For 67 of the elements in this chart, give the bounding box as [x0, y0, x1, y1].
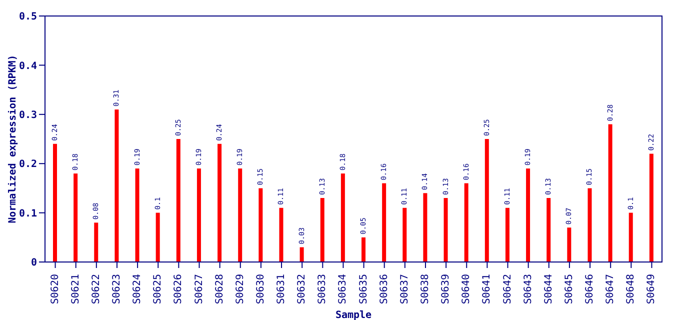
- x-tick-label: S0634: [338, 274, 349, 304]
- x-axis-title: Sample: [335, 310, 372, 320]
- x-tick-label: S0641: [482, 274, 493, 304]
- bar: [382, 183, 386, 262]
- x-tick-label: S0638: [420, 274, 431, 304]
- y-tick-label: 0.1: [18, 208, 37, 220]
- bar: [546, 198, 551, 262]
- x-tick-label: S0647: [605, 274, 616, 304]
- bar: [608, 124, 612, 262]
- x-tick-label: S0627: [194, 274, 205, 304]
- bar: [444, 198, 448, 262]
- y-tick-label: 0: [30, 258, 37, 269]
- x-tick-label: S0626: [173, 274, 184, 304]
- x-tick-label: S0631: [276, 274, 288, 304]
- y-tick-label: 0.5: [18, 12, 37, 23]
- y-tick-label: 0.2: [18, 159, 37, 170]
- x-tick-label: S0644: [543, 274, 554, 304]
- bar: [176, 139, 180, 262]
- bar: [135, 168, 140, 262]
- y-tick-label: 0.3: [18, 110, 37, 121]
- bar: [464, 183, 468, 262]
- x-tick-label: S0628: [214, 274, 226, 304]
- bar: [74, 173, 78, 262]
- bar: [340, 173, 345, 262]
- bar: [94, 222, 98, 262]
- bar: [484, 139, 489, 262]
- bar: [402, 208, 407, 262]
- bar: [156, 212, 160, 262]
- x-tick-label: S0625: [152, 274, 164, 304]
- bar: [567, 228, 572, 262]
- bar: [114, 109, 119, 262]
- bar: [279, 208, 284, 262]
- bar: [649, 154, 654, 262]
- bar: [526, 168, 530, 262]
- x-tick-label: S0629: [234, 274, 246, 304]
- x-tick-label: S0649: [646, 274, 658, 304]
- bar: [218, 144, 222, 262]
- x-tick-label: S0642: [502, 274, 514, 304]
- bar: [300, 247, 304, 262]
- x-tick-label: S0643: [522, 274, 534, 304]
- bar: [238, 168, 242, 262]
- bar: [505, 208, 510, 262]
- x-tick-label: S0636: [378, 274, 390, 304]
- x-tick-label: S0630: [255, 274, 266, 304]
- bar: [53, 144, 57, 262]
- x-tick-label: S0632: [296, 274, 308, 304]
- x-tick-label: S0624: [132, 274, 144, 304]
- x-tick-label: S0637: [399, 274, 410, 304]
- bar: [628, 212, 633, 262]
- bar: [588, 188, 592, 262]
- x-tick-label: S0646: [584, 274, 596, 304]
- bar: [196, 168, 201, 262]
- x-tick-label: S0645: [564, 274, 575, 304]
- x-tick-label: S0648: [626, 274, 637, 304]
- y-tick-label: 0.4: [18, 60, 37, 72]
- x-tick-label: S0621: [70, 274, 82, 304]
- bar: [362, 237, 366, 262]
- bar: [320, 198, 324, 262]
- bar: [258, 188, 263, 262]
- x-tick-label: S0635: [358, 274, 370, 304]
- x-tick-label: S0633: [317, 274, 328, 304]
- x-tick-label: S0639: [440, 274, 452, 304]
- x-tick-label: S0622: [90, 274, 102, 304]
- x-tick-label: S0620: [50, 274, 61, 304]
- x-tick-label: S0640: [461, 274, 472, 304]
- bar: [423, 193, 428, 262]
- x-tick-label: S0623: [111, 274, 122, 304]
